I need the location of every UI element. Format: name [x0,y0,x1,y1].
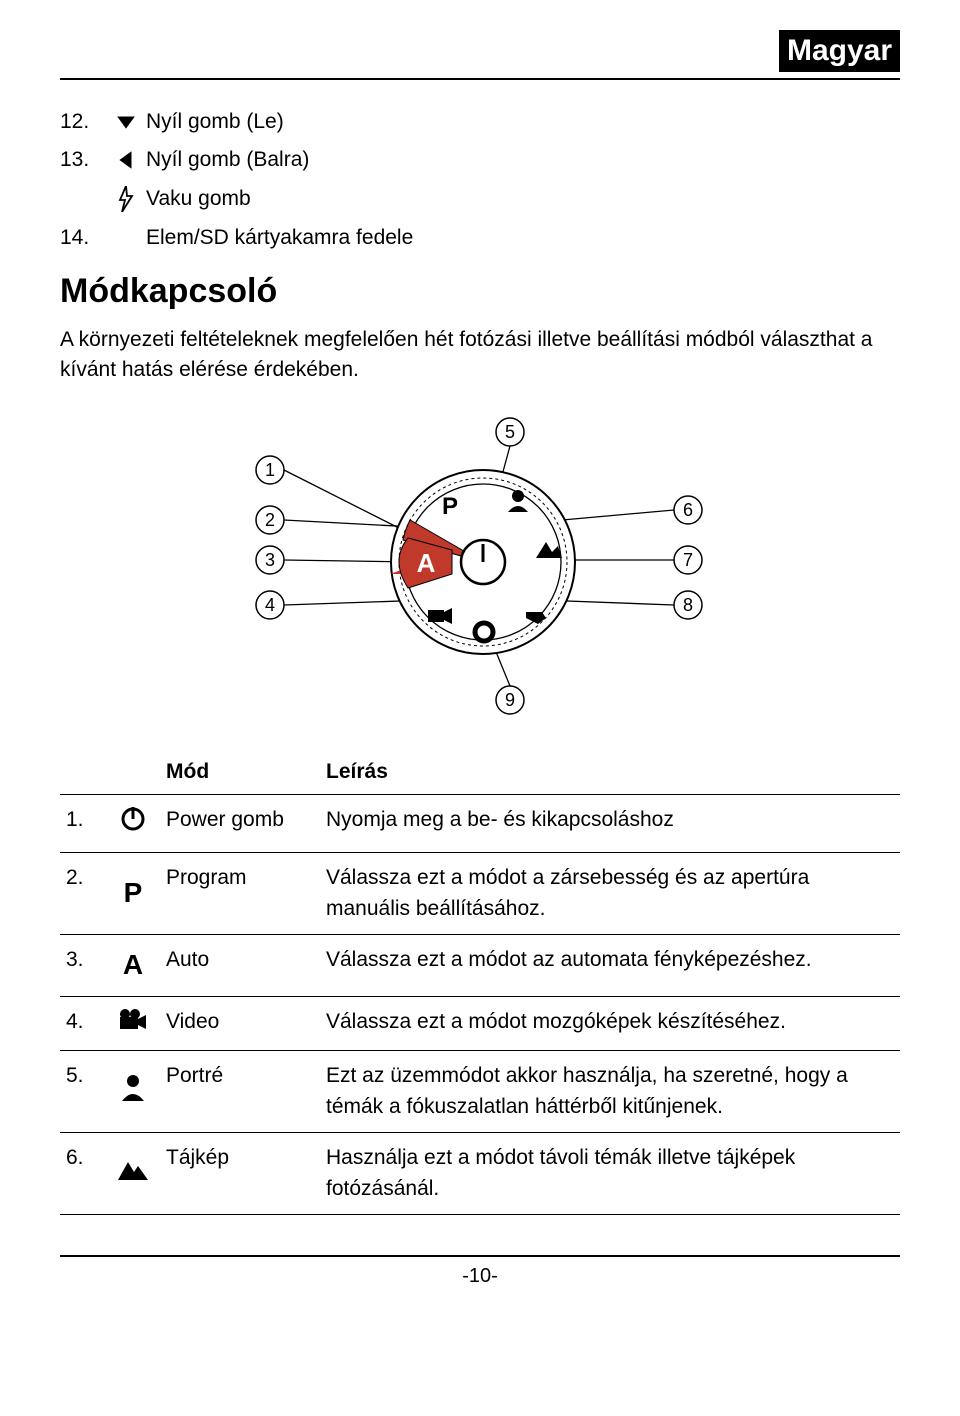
row-number: 1. [60,794,106,852]
item-label: Nyíl gomb (Le) [146,110,284,134]
svg-text:2: 2 [265,510,275,530]
list-item-13-sub: Vaku gomb [106,186,900,212]
svg-text:8: 8 [683,595,693,615]
callout-bottom: 9 [496,686,524,714]
numbered-list: 12. Nyíl gomb (Le) 13. Nyíl gomb (Balra)… [60,110,900,250]
mode-desc: Használja ezt a módot távoli témák illet… [320,1133,900,1215]
item-label: Elem/SD kártyakamra fedele [146,226,413,250]
mode-desc: Válassza ezt a módot a zársebesség és az… [320,853,900,935]
callout-right-group: 6 7 8 [674,496,702,619]
item-number: 12. [60,110,106,134]
section-desc: A környezeti feltételeknek megfelelően h… [60,325,900,386]
row-number: 4. [60,996,106,1050]
list-item-12: 12. Nyíl gomb (Le) [60,110,900,134]
row-number: 3. [60,935,106,997]
mode-table: Mód Leírás 1. Power gombNyomja meg a be- … [60,750,900,1215]
svg-text:P: P [442,493,458,520]
table-row: 6. TájképHasználja ezt a módot távoli tém… [60,1133,900,1215]
mode-icon [106,996,160,1050]
svg-text:1: 1 [265,460,275,480]
callout-left-group: 1 2 3 4 [256,456,284,619]
item-number: 13. [60,148,106,172]
table-row: 3.AAutoVálassza ezt a módot az automata … [60,935,900,997]
mode-desc: Válassza ezt a módot az automata fénykép… [320,935,900,997]
table-row: 5. PortréEzt az üzemmódot akkor használja… [60,1051,900,1133]
svg-text:9: 9 [505,690,515,710]
item-number: 14. [60,226,106,250]
mode-icon: A [106,935,160,997]
mode-desc: Ezt az üzemmódot akkor használja, ha sze… [320,1051,900,1133]
dial-body: A P [390,470,575,654]
mode-dial-diagram: 1 2 3 4 5 6 7 8 9 A P [60,410,900,720]
mode-name: Tájkép [160,1133,320,1215]
mode-dial-svg: 1 2 3 4 5 6 7 8 9 A P [240,410,720,720]
svg-text:3: 3 [265,550,275,570]
svg-text:6: 6 [683,500,693,520]
svg-text:A: A [417,548,436,578]
table-row: 1. Power gombNyomja meg a be- és kikapcso… [60,794,900,852]
mode-icon [106,1051,160,1133]
mode-icon: P [106,853,160,935]
row-number: 5. [60,1051,106,1133]
down-arrow-icon [106,111,146,133]
mode-name: Auto [160,935,320,997]
row-number: 2. [60,853,106,935]
table-row: 4. VideoVálassza ezt a módot mozgóképek k… [60,996,900,1050]
item-label: Vaku gomb [146,187,251,211]
mode-desc: Válassza ezt a módot mozgóképek készítés… [320,996,900,1050]
callout-top: 5 [496,418,524,446]
list-item-14: 14. Elem/SD kártyakamra fedele [60,226,900,250]
table-row: 2.PProgramVálassza ezt a módot a zársebe… [60,853,900,935]
page-number: -10- [60,1265,900,1288]
mode-name: Video [160,996,320,1050]
svg-text:5: 5 [505,422,515,442]
svg-text:4: 4 [265,595,275,615]
mode-desc: Nyomja meg a be- és kikapcsoláshoz [320,794,900,852]
header-mode: Mód [160,750,320,795]
flash-icon [106,186,146,212]
top-rule [60,78,900,80]
section-title: Módkapcsoló [60,272,900,311]
mode-name: Power gomb [160,794,320,852]
bottom-rule [60,1255,900,1257]
language-badge: Magyar [779,30,900,72]
mode-icon [106,794,160,852]
mode-icon [106,1133,160,1215]
svg-text:7: 7 [683,550,693,570]
row-number: 6. [60,1133,106,1215]
table-header-row: Mód Leírás [60,750,900,795]
item-label: Nyíl gomb (Balra) [146,148,309,172]
header-desc: Leírás [320,750,900,795]
list-item-13: 13. Nyíl gomb (Balra) [60,148,900,172]
mode-name: Portré [160,1051,320,1133]
mode-name: Program [160,853,320,935]
left-arrow-icon [106,149,146,171]
